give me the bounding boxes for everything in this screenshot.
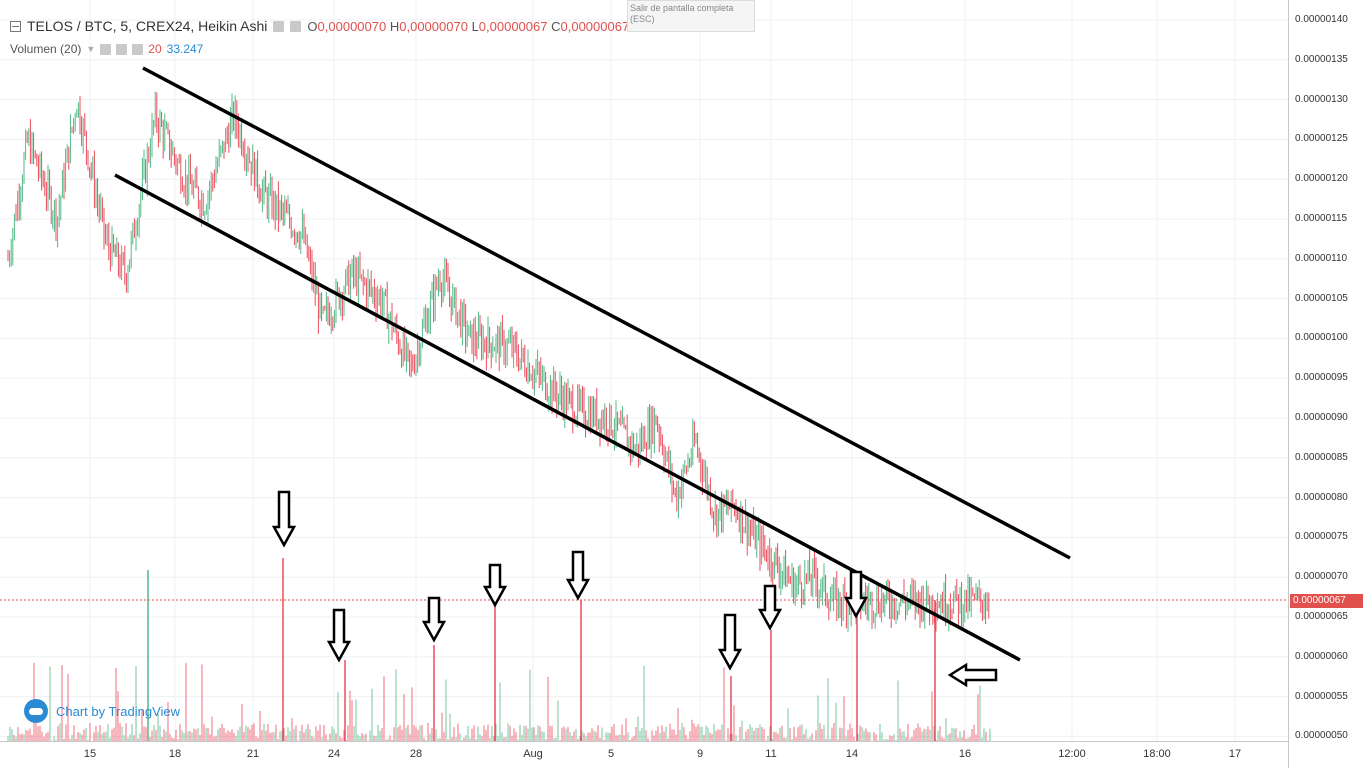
open-value: 0,00000070 bbox=[317, 18, 387, 34]
eye-icon[interactable] bbox=[100, 43, 112, 55]
price-tick: 0.00000130 bbox=[1295, 93, 1348, 105]
last-price-badge: 0.00000067 bbox=[1290, 594, 1363, 608]
time-tick: 18 bbox=[168, 748, 182, 760]
time-tick: 9 bbox=[696, 748, 704, 760]
time-tick: 21 bbox=[246, 748, 260, 760]
time-tick: 17 bbox=[1228, 748, 1242, 760]
time-tick: 12:00 bbox=[1058, 748, 1086, 760]
time-tick: 18:00 bbox=[1143, 748, 1171, 760]
volume-value: 20 bbox=[148, 42, 162, 56]
price-tick: 0.00000115 bbox=[1295, 213, 1348, 224]
price-tick: 0.00000055 bbox=[1295, 690, 1348, 702]
symbol-legend: TELOS / BTC, 5, CREX24, Heikin Ashi O0,0… bbox=[10, 18, 629, 34]
time-tick: 11 bbox=[765, 748, 777, 760]
chart-area[interactable] bbox=[0, 0, 1288, 741]
price-axis[interactable]: 0.00000140 0.00000135 0.00000130 0.00000125… bbox=[1288, 0, 1366, 768]
down-arrow-icon bbox=[482, 563, 508, 608]
high-value: 0,00000070 bbox=[399, 18, 468, 34]
open-label: O bbox=[307, 18, 318, 34]
close-icon[interactable] bbox=[132, 43, 144, 55]
close-icon[interactable] bbox=[290, 20, 302, 32]
close-value: 0,00000067 bbox=[560, 18, 630, 34]
down-arrow-icon bbox=[421, 596, 447, 643]
settings-icon[interactable] bbox=[273, 20, 285, 32]
down-arrow-icon bbox=[565, 550, 591, 601]
down-arrow-icon bbox=[717, 613, 743, 671]
price-chart[interactable] bbox=[0, 0, 1288, 741]
settings-icon[interactable] bbox=[116, 43, 128, 55]
time-tick: 16 bbox=[958, 748, 972, 760]
time-tick: Aug bbox=[523, 748, 543, 760]
volume-ma-value: 33.247 bbox=[166, 42, 204, 56]
time-tick: 5 bbox=[607, 748, 615, 760]
price-tick: 0.00000095 bbox=[1295, 372, 1348, 384]
lower-trendline bbox=[114, 173, 1021, 662]
time-tick: 24 bbox=[327, 748, 341, 760]
price-tick: 0.00000085 bbox=[1295, 451, 1348, 463]
down-arrow-icon bbox=[271, 490, 297, 548]
brand-label[interactable]: Chart by TradingView bbox=[56, 703, 181, 719]
close-label: C bbox=[551, 18, 561, 34]
price-tick: 0.00000070 bbox=[1295, 571, 1348, 583]
tradingview-brand[interactable]: Chart by TradingView bbox=[24, 699, 180, 723]
price-tick: 0.00000060 bbox=[1295, 650, 1348, 662]
price-tick: 0.00000135 bbox=[1295, 53, 1348, 65]
price-tick: 0.00000050 bbox=[1295, 730, 1348, 742]
price-tick: 0.00000110 bbox=[1295, 252, 1348, 264]
price-tick: 0.00000140 bbox=[1295, 14, 1348, 25]
volume-label[interactable]: Volumen (20) bbox=[10, 42, 82, 56]
symbol-title[interactable]: TELOS / BTC, 5, CREX24, Heikin Ashi bbox=[27, 18, 268, 34]
down-arrow-icon bbox=[757, 584, 783, 631]
price-tick: 0.00000100 bbox=[1295, 332, 1348, 344]
upper-trendline bbox=[142, 66, 1071, 560]
down-arrow-icon bbox=[843, 570, 869, 619]
time-tick: 14 bbox=[845, 748, 859, 760]
time-tick: 28 bbox=[409, 748, 423, 760]
ohlc-values: O0,00000070 H0,00000070 L0,00000067 C0,0… bbox=[307, 19, 629, 34]
fullscreen-tooltip: Salir de pantalla completa (ESC) bbox=[627, 0, 755, 32]
price-tick: 0.00000080 bbox=[1295, 491, 1348, 503]
low-value: 0,00000067 bbox=[478, 18, 548, 34]
price-tick: 0.00000065 bbox=[1295, 611, 1348, 622]
price-tick: 0.00000090 bbox=[1295, 412, 1348, 423]
volume-legend: Volumen (20) ▼ 20 33.247 bbox=[10, 42, 203, 56]
price-tick: 0.00000075 bbox=[1295, 531, 1348, 543]
left-arrow-icon bbox=[947, 662, 998, 688]
price-tick: 0.00000125 bbox=[1295, 133, 1348, 145]
time-axis[interactable]: 15 18 21 24 28 Aug 5 9 11 14 16 12:00 18:00 17 bbox=[0, 741, 1288, 769]
collapse-icon[interactable] bbox=[10, 20, 21, 32]
down-arrow-icon bbox=[326, 608, 352, 663]
low-label: L bbox=[471, 18, 479, 34]
high-label: H bbox=[389, 18, 400, 34]
cloud-icon bbox=[24, 699, 48, 723]
price-tick: 0.00000105 bbox=[1295, 292, 1348, 304]
chevron-down-icon[interactable]: ▼ bbox=[86, 44, 96, 54]
price-tick: 0.00000120 bbox=[1295, 173, 1348, 185]
time-tick: 15 bbox=[83, 748, 97, 760]
